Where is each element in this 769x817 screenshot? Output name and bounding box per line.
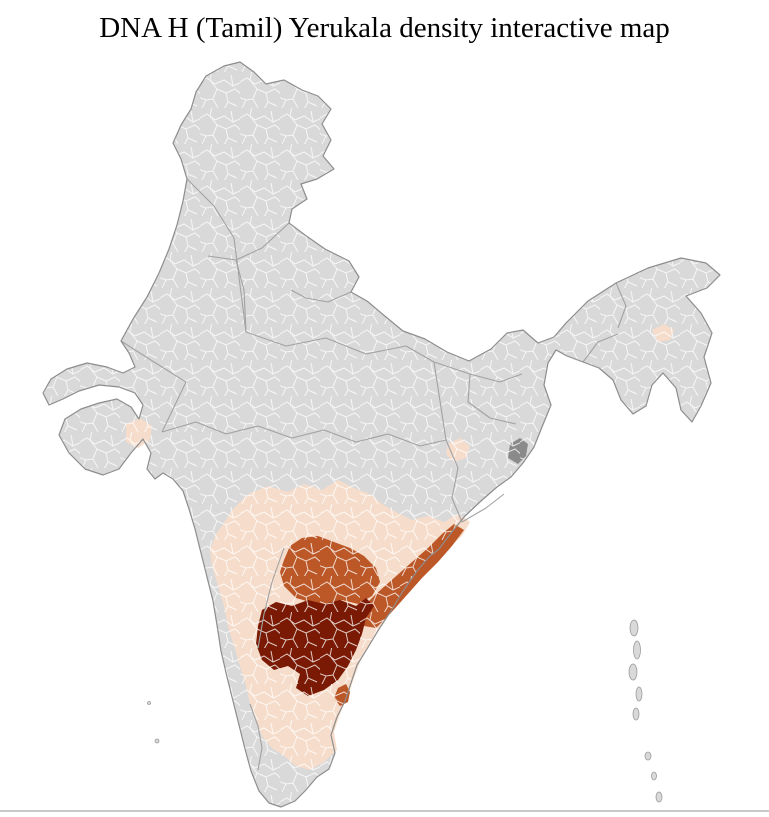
bottom-divider (0, 810, 769, 812)
lakshadweep-islands[interactable] (147, 701, 160, 744)
andaman-nicobar-islands[interactable] (628, 619, 663, 803)
page-title: DNA H (Tamil) Yerukala density interacti… (99, 12, 670, 44)
